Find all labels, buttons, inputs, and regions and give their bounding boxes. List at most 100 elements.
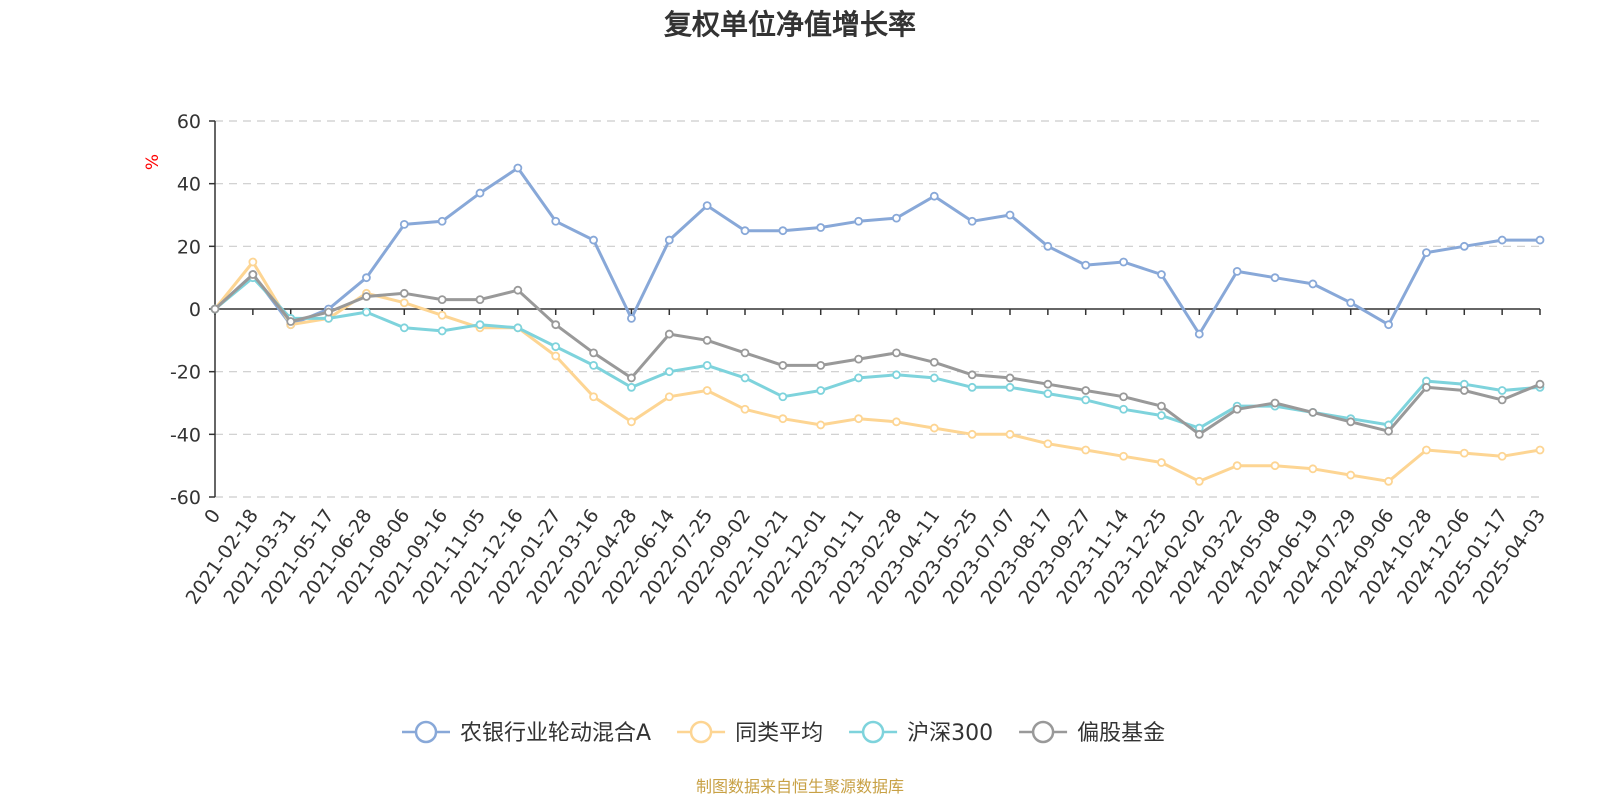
data-point <box>1157 270 1166 279</box>
data-point <box>929 191 939 201</box>
data-point <box>1194 476 1204 486</box>
data-point <box>627 373 636 383</box>
data-point <box>854 373 863 383</box>
data-point <box>589 235 598 245</box>
data-point <box>437 326 447 336</box>
legend[interactable]: 农银行业轮动混合A 同类平均 沪深300 偏股基金 <box>402 720 1165 746</box>
data-point <box>1308 407 1318 417</box>
data-point <box>399 219 409 229</box>
data-point <box>589 392 598 402</box>
data-point <box>967 382 977 392</box>
data-point <box>589 360 598 370</box>
data-point <box>437 216 447 226</box>
data-point <box>1308 464 1318 474</box>
data-point <box>892 348 901 358</box>
series-3 <box>210 270 1545 439</box>
data-point <box>589 348 598 358</box>
data-point <box>929 423 939 433</box>
legend-label: 农银行业轮动混合A <box>460 721 651 746</box>
data-point <box>1232 461 1242 471</box>
data-point <box>1497 235 1507 245</box>
legend-item[interactable]: 沪深300 <box>849 720 993 746</box>
legend-marker <box>414 720 438 744</box>
data-point <box>1194 429 1204 439</box>
data-point <box>1422 248 1431 258</box>
data-point <box>1535 379 1545 389</box>
legend-item[interactable]: 偏股基金 <box>1019 720 1165 746</box>
data-point <box>513 285 523 295</box>
data-point <box>210 304 220 314</box>
data-point <box>1346 470 1356 480</box>
data-point <box>1497 451 1507 461</box>
data-point <box>1157 411 1166 420</box>
series-line <box>213 273 1541 436</box>
legend-item[interactable]: 农银行业轮动混合A <box>402 720 651 746</box>
data-point <box>1043 379 1053 389</box>
data-point <box>702 386 712 395</box>
data-point <box>1005 382 1015 392</box>
data-point <box>1119 451 1128 461</box>
y-axis-unit: % <box>143 154 163 170</box>
data-point <box>1043 241 1053 251</box>
x-tick-label: 0 <box>200 505 225 528</box>
data-point <box>248 257 258 267</box>
data-point <box>967 216 977 226</box>
data-point <box>551 351 561 361</box>
data-point <box>664 235 674 245</box>
series-0 <box>210 163 1545 339</box>
data-point <box>854 216 863 226</box>
data-point <box>778 392 788 402</box>
y-tick-label: 40 <box>177 174 201 196</box>
chart-title: 复权单位净值增长率 <box>664 8 916 41</box>
data-point <box>1270 273 1280 283</box>
data-point <box>627 417 636 427</box>
data-point <box>362 307 371 317</box>
legend-marker <box>689 720 713 744</box>
legend-label: 偏股基金 <box>1077 721 1165 746</box>
data-point <box>437 310 447 320</box>
data-point <box>740 226 750 236</box>
data-point <box>286 317 296 326</box>
data-point <box>324 307 333 317</box>
data-point <box>778 226 788 236</box>
data-point <box>1270 398 1280 408</box>
source-note: 制图数据来自恒生聚源数据库 <box>696 777 904 796</box>
data-point <box>1157 458 1166 467</box>
data-point <box>1194 329 1204 339</box>
data-point <box>399 298 409 308</box>
data-point <box>475 295 485 305</box>
y-tick-label: -20 <box>170 362 201 384</box>
data-point <box>513 323 523 333</box>
data-point <box>399 323 409 333</box>
data-point <box>702 201 712 211</box>
data-point <box>437 295 447 305</box>
data-point <box>816 360 826 370</box>
data-point <box>475 188 485 198</box>
data-point <box>740 404 750 414</box>
data-point <box>475 320 485 330</box>
data-point <box>967 429 977 439</box>
data-point <box>1005 429 1015 439</box>
data-point <box>892 213 901 223</box>
data-point <box>816 386 826 395</box>
data-point <box>551 216 561 226</box>
data-point <box>627 313 636 323</box>
series-line <box>213 260 1541 483</box>
data-point <box>816 223 826 232</box>
data-point <box>551 342 561 352</box>
data-point <box>664 329 674 339</box>
grid <box>215 120 1540 498</box>
data-point <box>816 420 826 430</box>
data-point <box>740 348 750 358</box>
data-point <box>892 417 901 427</box>
legend-item[interactable]: 同类平均 <box>677 720 823 746</box>
data-point <box>778 414 788 424</box>
data-point <box>778 360 788 370</box>
data-point <box>362 292 371 301</box>
series-line <box>214 276 1541 430</box>
data-point <box>1005 210 1015 220</box>
data-point <box>1081 445 1091 455</box>
data-point <box>1497 395 1507 405</box>
data-point <box>1081 386 1091 395</box>
data-point <box>1119 392 1128 402</box>
